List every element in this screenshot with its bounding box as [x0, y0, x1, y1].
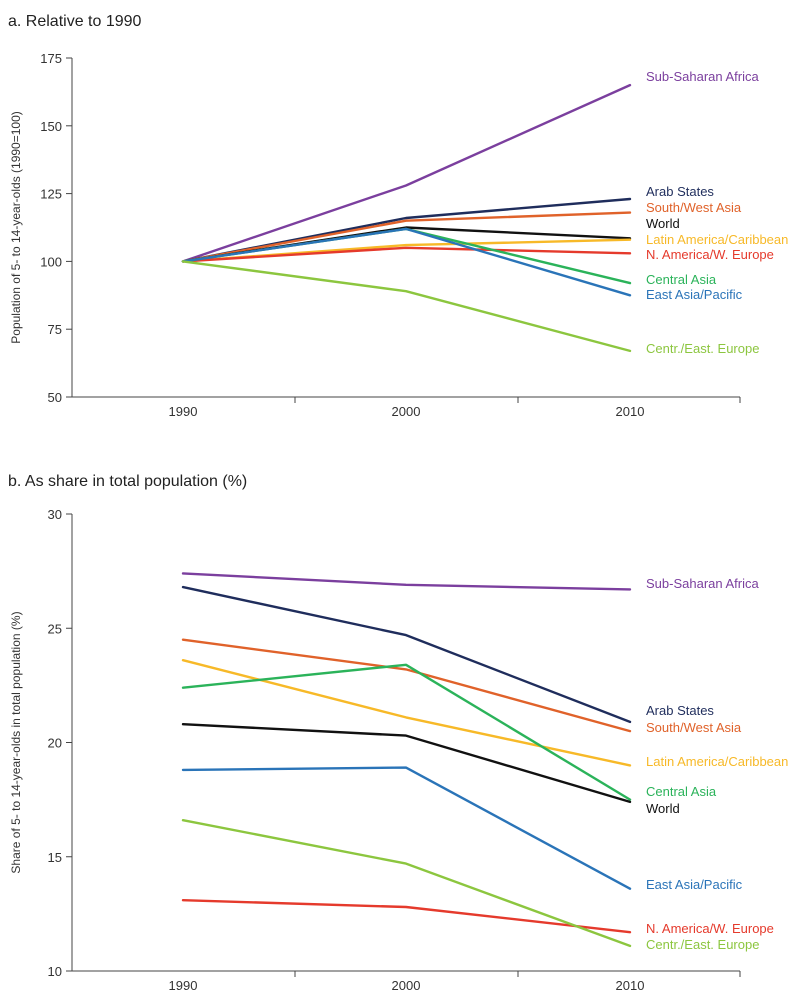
- panel-b-series-line: [181, 585, 632, 724]
- panel-a-x-tick-label: 2010: [616, 404, 645, 419]
- panel-a-y-axis-label: Population of 5- to 14-year-olds (1990=1…: [9, 111, 23, 343]
- panel-b-x-tick-label: 1990: [169, 978, 198, 990]
- panel-b-series-line: [181, 899, 632, 934]
- panel-a-series-label: World: [646, 216, 680, 231]
- panel-b-series-label: East Asia/Pacific: [646, 877, 743, 892]
- panel-a-series-label: N. America/W. Europe: [646, 247, 774, 262]
- panel-b-y-tick-label: 20: [48, 736, 62, 751]
- panel-b-series-line: [181, 638, 632, 733]
- panel-b-y-tick-label: 15: [48, 850, 62, 865]
- panel-b-series-label: Sub-Saharan Africa: [646, 576, 760, 591]
- panel-a-y-tick-label: 125: [40, 187, 62, 202]
- panel-a-y-tick-label: 100: [40, 254, 62, 269]
- panel-a-x-tick-label: 1990: [169, 404, 198, 419]
- panel-b-series-label: Centr./East. Europe: [646, 937, 759, 952]
- panel-a-series-label: Arab States: [646, 184, 714, 199]
- panel-a-series-label: East Asia/Pacific: [646, 287, 743, 302]
- panel-a-title: a. Relative to 1990: [8, 13, 142, 30]
- panel-a-series-line: [181, 211, 632, 263]
- panel-b-series-line: [181, 663, 632, 801]
- panel-a-series-line: [181, 83, 632, 263]
- panel-a-series-line: [181, 227, 632, 297]
- panel-b-series-label: Central Asia: [646, 784, 717, 799]
- panel-a-series-label: South/West Asia: [646, 200, 742, 215]
- panel-b-x-tick-label: 2010: [616, 978, 645, 990]
- panel-b-series-line: [181, 819, 632, 948]
- panel-a-y-tick-label: 150: [40, 119, 62, 134]
- panel-a-x-tick-label: 2000: [392, 404, 421, 419]
- panel-b-series-label: World: [646, 801, 680, 816]
- panel-b-series-line: [181, 723, 632, 804]
- panel-a-y-tick-label: 50: [48, 390, 62, 405]
- panel-a-series-label: Central Asia: [646, 272, 717, 287]
- panel-b-y-tick-label: 25: [48, 621, 62, 636]
- panel-b-series-label: Latin America/Caribbean: [646, 754, 788, 769]
- panel-b-x-tick-label: 2000: [392, 978, 421, 990]
- panel-a-y-tick-label: 75: [48, 322, 62, 337]
- panel-b-series-label: Arab States: [646, 703, 714, 718]
- panel-b-series-line: [181, 572, 632, 591]
- panel-b-series-label: N. America/W. Europe: [646, 921, 774, 936]
- panel-a-series-line: [181, 260, 632, 353]
- panel-a-series-label: Sub-Saharan Africa: [646, 69, 760, 84]
- panel-b-title: b. As share in total population (%): [8, 473, 247, 490]
- panel-b-series-line: [181, 766, 632, 890]
- panel-b-y-axis-label: Share of 5- to 14-year-olds in total pop…: [9, 611, 23, 873]
- panel-b-series-label: South/West Asia: [646, 720, 742, 735]
- panel-b-y-tick-label: 30: [48, 507, 62, 522]
- panel-a-y-tick-label: 175: [40, 51, 62, 66]
- panel-a-series-line: [181, 246, 632, 263]
- panel-a-series-label: Latin America/Caribbean: [646, 232, 788, 247]
- panel-a-series-label: Centr./East. Europe: [646, 341, 759, 356]
- panel-b-y-tick-label: 10: [48, 964, 62, 979]
